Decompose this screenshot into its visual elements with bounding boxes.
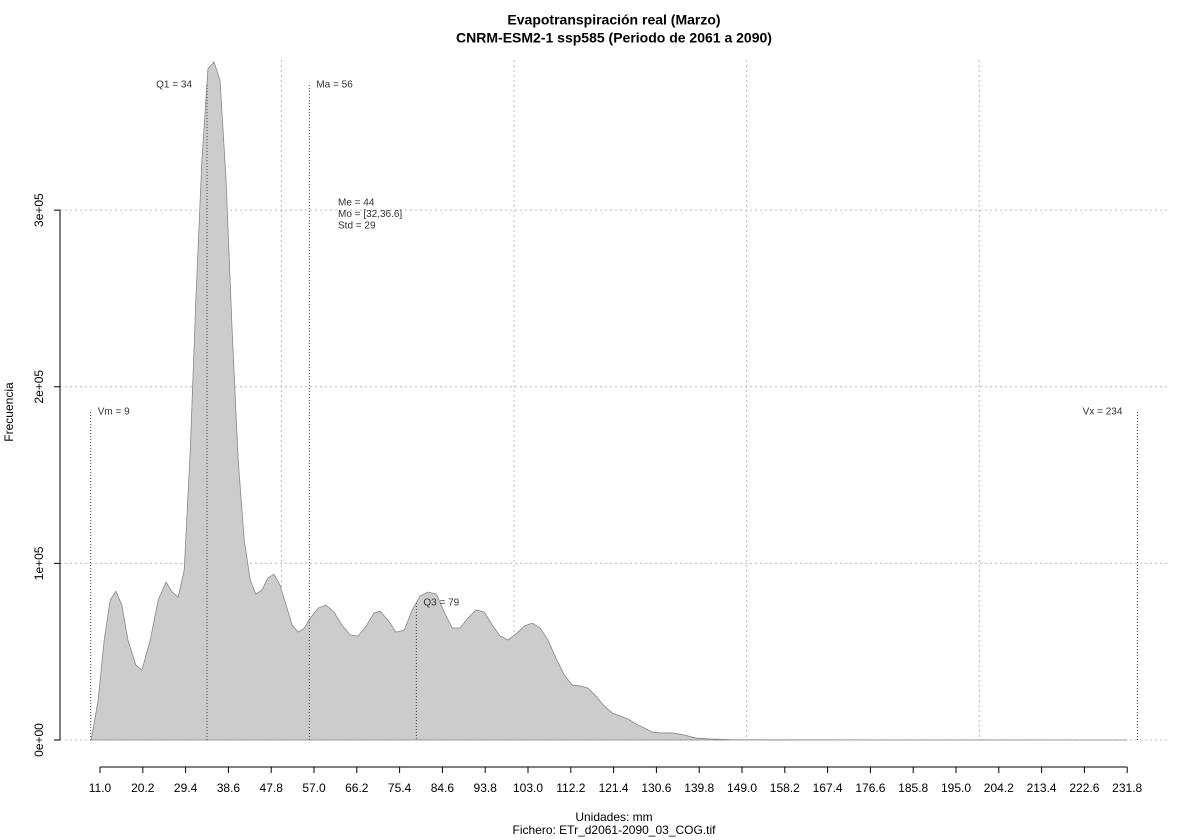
x-axis-label: Unidades: mm — [575, 810, 652, 824]
x-tick-label: 11.0 — [89, 781, 112, 795]
x-tick-label: 213.4 — [1027, 781, 1057, 795]
x-tick-label: 103.0 — [513, 781, 543, 795]
x-tick-label: 66.2 — [345, 781, 369, 795]
x-tick-label: 47.8 — [260, 781, 284, 795]
x-tick-label: 185.8 — [898, 781, 928, 795]
x-tick-label: 167.4 — [813, 781, 843, 795]
stat-label: Me = 44 — [338, 198, 375, 209]
x-tick-label: 231.8 — [1112, 781, 1142, 795]
marker-label: Ma = 56 — [316, 80, 353, 91]
x-tick-label: 57.0 — [302, 781, 326, 795]
x-tick-label: 204.2 — [984, 781, 1014, 795]
y-axis-label: Frecuencia — [2, 382, 16, 442]
x-tick-label: 149.0 — [727, 781, 757, 795]
y-tick-label: 2e+05 — [32, 370, 46, 404]
stat-label: Mo = [32,36.6] — [338, 209, 402, 220]
x-tick-label: 93.8 — [474, 781, 498, 795]
x-tick-label: 112.2 — [556, 781, 585, 795]
y-tick-label: 0e+00 — [32, 723, 46, 757]
x-tick-label: 84.6 — [431, 781, 455, 795]
marker-label: Q3 = 79 — [423, 598, 459, 609]
x-tick-label: 158.2 — [770, 781, 800, 795]
caption: Fichero: ETr_d2061-2090_03_COG.tif — [513, 823, 717, 837]
y-tick-label: 1e+05 — [32, 546, 46, 580]
x-tick-label: 20.2 — [131, 781, 155, 795]
marker-label: Vx = 234 — [1083, 407, 1123, 418]
x-tick-label: 222.6 — [1069, 781, 1099, 795]
marker-label: Q1 = 34 — [156, 80, 192, 91]
x-tick-label: 139.8 — [684, 781, 714, 795]
x-tick-label: 130.6 — [641, 781, 671, 795]
density-area — [90, 60, 1128, 741]
chart-subtitle: CNRM-ESM2-1 ssp585 (Periodo de 2061 a 20… — [456, 30, 772, 46]
marker-label: Vm = 9 — [98, 407, 130, 418]
x-tick-label: 38.6 — [217, 781, 241, 795]
chart-title: Evapotranspiración real (Marzo) — [507, 12, 720, 28]
x-tick-label: 195.0 — [941, 781, 971, 795]
stat-label: Std = 29 — [338, 221, 376, 232]
x-tick-label: 176.6 — [855, 781, 885, 795]
x-tick-label: 29.4 — [174, 781, 198, 795]
x-tick-label: 75.4 — [388, 781, 412, 795]
x-tick-label: 121.4 — [599, 781, 629, 795]
y-tick-label: 3e+05 — [32, 193, 46, 227]
